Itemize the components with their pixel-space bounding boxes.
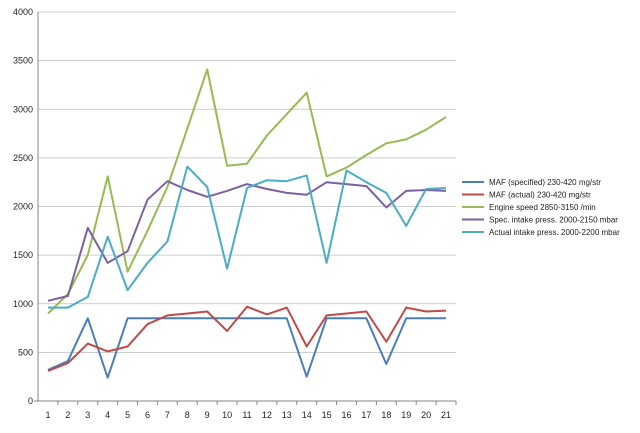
x-tick-label: 20 — [421, 410, 431, 420]
x-tick-label: 13 — [282, 410, 292, 420]
x-tick-label: 6 — [145, 410, 150, 420]
x-tick-label: 12 — [262, 410, 272, 420]
legend-label: MAF (specified) 230-420 mg/str — [489, 178, 601, 187]
series-line — [47, 180, 447, 302]
x-tick-label: 8 — [185, 410, 190, 420]
y-tick-label: 500 — [18, 347, 33, 357]
x-tick-label: 2 — [65, 410, 70, 420]
series-lines — [47, 68, 447, 379]
x-tick-label: 9 — [205, 410, 210, 420]
series-line — [47, 68, 447, 315]
x-tick-label: 4 — [105, 410, 110, 420]
series-line — [48, 165, 447, 309]
x-tick-label: 15 — [322, 410, 332, 420]
x-tick-label: 19 — [401, 410, 411, 420]
legend-label: Engine speed 2850-3150 /min — [489, 203, 596, 212]
x-tick-label: 11 — [242, 410, 251, 420]
x-tick-label: 14 — [302, 410, 312, 420]
y-tick-label: 3500 — [13, 56, 33, 66]
x-tick-label: 17 — [361, 410, 371, 420]
y-tick-labels: 0 500 1000 1500 2000 2500 3000 3500 4000 — [13, 7, 33, 406]
x-tick-labels: 1 2 3 4 5 6 7 8 9 10 11 12 13 14 15 16 17 18 19 20 21 — [45, 410, 451, 420]
y-tick-label: 1000 — [13, 299, 33, 309]
x-tick-label: 16 — [342, 410, 352, 420]
series-line — [47, 317, 446, 379]
y-tick-label: 2500 — [13, 153, 33, 163]
x-tick-label: 1 — [45, 410, 50, 420]
y-tick-label: 4000 — [13, 7, 33, 17]
x-tick-label: 10 — [222, 410, 232, 420]
legend-label: MAF (actual) 230-420 mg/str — [489, 191, 591, 200]
axes — [34, 12, 457, 405]
series-line — [47, 305, 447, 372]
x-tick-label: 5 — [125, 410, 130, 420]
legend-label: Spec. intake press. 2000-2150 mbar — [489, 216, 618, 225]
y-tick-label: 0 — [28, 396, 33, 406]
y-tick-label: 2000 — [13, 202, 33, 212]
x-tick-label: 18 — [381, 410, 391, 420]
legend: MAF (specified) 230-420 mg/str MAF (actua… — [462, 178, 620, 237]
y-tick-label: 1500 — [13, 250, 33, 260]
x-tick-label: 3 — [85, 410, 90, 420]
y-tick-label: 3000 — [13, 104, 33, 114]
x-tick-label: 21 — [441, 410, 451, 420]
x-tick-label: 7 — [165, 410, 170, 420]
legend-label: Actual intake press. 2000-2200 mbar — [489, 228, 620, 237]
